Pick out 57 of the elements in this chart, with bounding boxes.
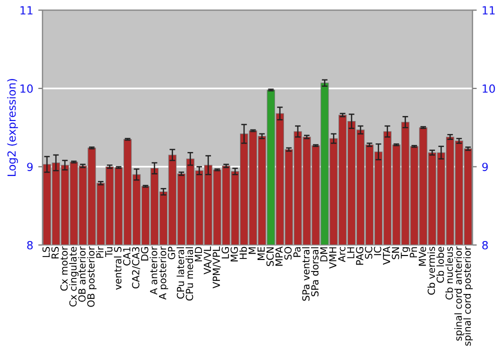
x-tick-label: DG [140,247,148,260]
x-tick-label: spinal cord posterior [463,246,473,346]
x-tick-label: Arc [338,246,346,262]
x-tick-label: IC [374,246,382,256]
x-tick-label: Hb [239,246,247,259]
x-tick-label: Cx cingulate [69,246,79,306]
x-tick-label: MG [230,247,238,262]
x-tick-label: VA/VL [204,246,212,274]
x-tick-label: Pa [293,247,301,257]
x-tick-label: Cb lobe [436,246,444,283]
x-tick-label: CPu lateral [176,247,184,299]
x-tick-label: PAG [356,247,364,265]
x-tick-label: SCN [266,247,274,266]
x-tick-label: DM [320,247,328,262]
x-tick-label: SPa dorsal [311,247,319,296]
x-tick-label: SC [364,246,372,259]
x-tick-label: ME [258,247,265,260]
y-tick-label: 10 [20,84,33,93]
x-tick-label: MPA [275,246,283,266]
x-tick-label: ventral S [114,246,122,290]
x-tick-label: Cx motor [60,246,68,291]
x-tick-label: A anterior [150,246,158,295]
x-tick-label: LH [347,247,354,258]
x-tick-label: LG [222,247,229,258]
y2-tick-label: 10 [482,84,495,93]
x-tick-label: OB anterior [78,246,86,302]
y-tick-label: 8 [27,240,33,250]
x-tick-label: CA2/CA3 [132,247,140,288]
x-tick-label: spinal cord anterior [454,246,464,341]
x-tick-label: Pn [410,247,417,258]
x-tick-label: Tu [105,247,113,258]
y-tick-label: 11 [20,6,32,14]
y2-tick-label: 8 [482,240,488,250]
x-tick-label: MVe [418,246,426,266]
x-tick-label: VPM/VPL [212,246,221,288]
x-tick-label: Tg [400,247,410,259]
x-tick-label: LS [42,246,50,258]
x-tick-label: SPa ventral [302,247,310,301]
y-axis-title: Log2 (expression) [7,79,18,176]
x-tick-label: RS [51,246,59,258]
x-tick-label: CA1 [123,247,130,266]
x-tick-label: OB posterior [87,246,96,307]
x-tick-label: GP [168,246,176,260]
x-tick-label: Cb vermis [427,246,436,295]
x-tick-label: CPu medial [186,247,194,301]
x-tick-label: VTA [382,246,390,265]
x-tick-label: M [248,247,256,254]
y2-tick-label: 11 [482,6,495,14]
x-tick-label: VMH [329,247,336,269]
x-tick-label: Pir [96,246,104,258]
x-tick-label: MD [194,246,202,262]
y-tick-label: 9 [27,162,33,172]
x-tick-label: Cb nucleus [445,246,453,300]
x-tick-label: SO [284,246,292,260]
x-tick-label: SN [392,247,400,260]
y2-tick-label: 9 [482,162,488,172]
x-tick-label: A posterior [158,246,168,300]
